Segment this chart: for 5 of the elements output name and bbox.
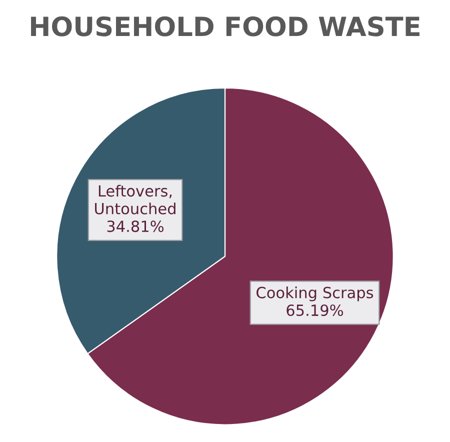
data-label: 34.81% xyxy=(107,220,164,232)
slice-label: Cooking Scraps xyxy=(256,286,374,302)
slice-label: Leftovers, Untouched xyxy=(95,184,176,214)
chart-title: HOUSEHOLD FOOD WASTE xyxy=(31,16,420,36)
data-label: 65.19% xyxy=(286,304,344,316)
